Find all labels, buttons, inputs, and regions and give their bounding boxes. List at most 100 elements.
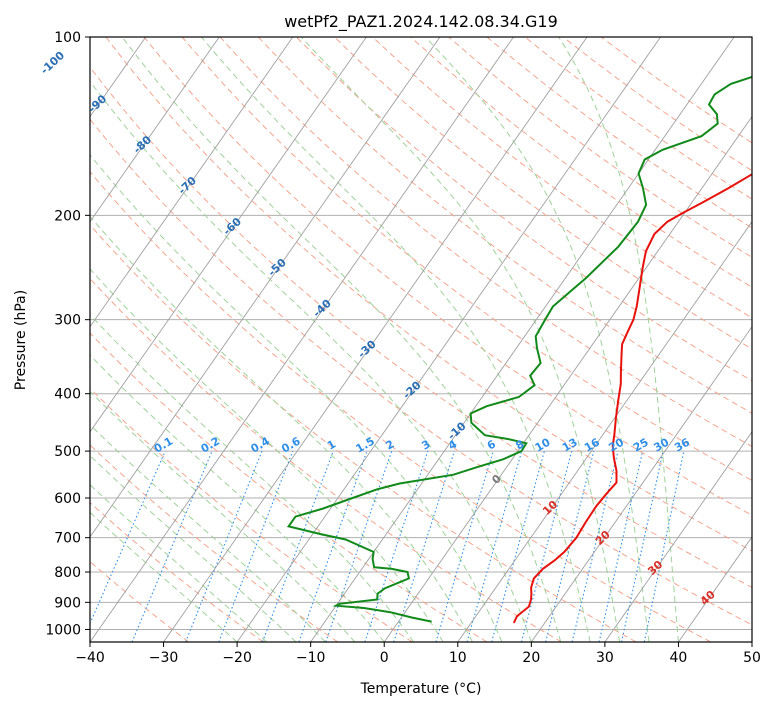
isotherm-label: 40: [698, 588, 718, 608]
dry-adiabat-line: [448, 37, 752, 258]
moist-adiabat-line: [90, 424, 326, 642]
moist-adiabat-line: [90, 354, 385, 642]
moist-adiabat-line: [90, 454, 297, 642]
dry-adiabat-line: [600, 37, 752, 144]
dry-adiabat-line: [524, 37, 752, 200]
sounding-profiles: [286, 75, 752, 624]
isotherm-label: -100: [38, 49, 67, 78]
x-tick-label: −30: [149, 650, 179, 666]
isopleth-labels: 0.1 0.2 0.4 0.6 1 1.5 2 3 4 6 8 10 13 16 20 25 30 36-100-…: [38, 49, 718, 608]
moist-adiabat-line: [90, 215, 473, 642]
dry-adiabat-line: [486, 37, 752, 229]
mixing-ratio-line: [466, 450, 523, 642]
y-tick-label: 600: [54, 491, 81, 507]
plot-frame: [89, 36, 753, 643]
axes: −40 −30 −20 −10 0 10 20 30 40 5010020030040050060…: [45, 30, 761, 666]
dry-adiabat-line: [90, 387, 413, 642]
isotherm-label: -90: [86, 92, 110, 115]
mixing-ratio-line: [131, 450, 213, 642]
moist-adiabat-line: [201, 37, 591, 642]
mixing-ratio-line: [520, 450, 573, 642]
mixing-ratio-label: 0.4: [248, 434, 272, 455]
temperature-profile-line: [512, 173, 752, 624]
mixing-ratio-label: 0.6: [279, 434, 303, 455]
x-tick-label: 20: [522, 650, 540, 666]
x-tick-label: −10: [296, 650, 326, 666]
moist-adiabat-line: [121, 37, 562, 642]
moist-adiabat-line: [425, 37, 650, 642]
dry-adiabats: [90, 37, 752, 642]
mixing-ratio-line: [621, 450, 664, 642]
dry-adiabat-line: [90, 66, 752, 588]
isotherm-line: [530, 325, 752, 642]
isotherm-line: [90, 37, 220, 223]
dry-adiabat-line: [257, 37, 752, 414]
moist-adiabat-line: [90, 80, 532, 642]
x-tick-label: 0: [380, 650, 389, 666]
mixing-ratio-line: [491, 450, 545, 642]
dry-adiabat-line: [90, 277, 562, 642]
isotherm-line: [0, 37, 72, 642]
y-tick-label: 300: [54, 313, 81, 329]
mixing-ratio-line: [298, 450, 368, 642]
isotherm-line: [90, 37, 367, 433]
x-tick-label: −20: [222, 650, 252, 666]
moist-adiabat-line: [90, 313, 415, 642]
dry-adiabat-line: [334, 37, 752, 350]
x-tick-label: −40: [75, 650, 105, 666]
isotherm-label: -30: [355, 338, 379, 361]
isotherm-line: [310, 37, 735, 642]
x-axis-title: Temperature (°C): [360, 681, 482, 697]
isotherm-label: 20: [593, 528, 613, 548]
x-tick-label: 40: [670, 650, 688, 666]
mixing-ratio-lines: [90, 450, 685, 642]
moist-adiabat-line: [90, 154, 503, 642]
mixing-ratio-line: [598, 450, 644, 642]
chart-title: wetPf2_PAZ1.2024.142.08.34.G19: [284, 12, 558, 32]
x-tick-label: 50: [743, 650, 761, 666]
mixing-ratio-label: 25: [631, 436, 651, 455]
moist-adiabat-line: [300, 37, 621, 642]
dry-adiabat-line: [90, 118, 752, 626]
isotherm-line: [604, 431, 752, 642]
isotherm-line: [163, 37, 588, 642]
isotherm-line: [236, 37, 661, 642]
y-tick-label: 900: [54, 595, 81, 611]
y-tick-label: 100: [54, 30, 81, 46]
dry-adiabat-line: [90, 444, 339, 642]
isotherm-line: [90, 37, 514, 642]
mixing-ratio-line: [571, 450, 619, 642]
moist-adiabat-line: [90, 511, 238, 642]
moist-adiabat-line: [558, 37, 679, 642]
mixing-ratio-line: [261, 450, 334, 642]
mixing-ratio-line: [185, 450, 263, 642]
dry-adiabat-line: [296, 37, 752, 382]
mixing-ratio-label: 13: [560, 436, 580, 455]
mixing-ratio-line: [90, 450, 166, 625]
isotherm-label: -70: [176, 174, 200, 197]
mixing-ratio-label: 10: [533, 435, 553, 454]
y-tick-label: 700: [54, 531, 81, 547]
dry-adiabat-line: [410, 37, 752, 288]
mixing-ratio-label: 6: [485, 437, 498, 452]
x-tick-label: 30: [596, 650, 614, 666]
isotherm-line: [383, 115, 752, 642]
dry-adiabat-line: [90, 332, 488, 642]
moist-adiabats: [90, 37, 679, 642]
mixing-ratio-line: [393, 450, 455, 642]
mixing-ratio-label: 36: [672, 435, 692, 454]
mixing-ratio-label: 30: [651, 435, 671, 454]
y-axis-title: Pressure (hPa): [13, 290, 29, 390]
dry-adiabat-line: [372, 37, 752, 319]
mixing-ratio-line: [643, 450, 685, 642]
dewpoint-profile-line: [286, 75, 752, 623]
y-tick-label: 800: [54, 565, 81, 581]
mixing-ratio-line: [364, 450, 429, 642]
dry-adiabat-line: [181, 37, 752, 482]
moist-adiabat-line: [90, 484, 267, 642]
isotherm-line: [751, 641, 752, 642]
moist-adiabat-line: [90, 390, 356, 642]
mixing-ratio-label: 16: [582, 435, 602, 454]
mixing-ratio-label: 2: [383, 438, 396, 453]
dry-adiabat-line: [143, 37, 752, 516]
